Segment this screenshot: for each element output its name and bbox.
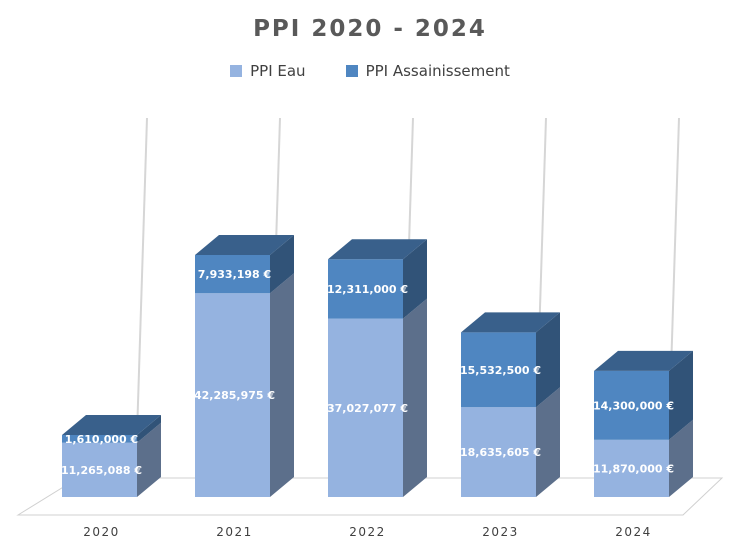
legend-swatch-eau	[230, 65, 243, 77]
bar-side-assainissement-2023	[536, 312, 560, 408]
bar-eau-2020	[62, 442, 137, 497]
ticks-layer: 2020 2021 2022 2023 2024	[83, 525, 652, 539]
data-label-eau-2022: 37,027,077 €	[327, 402, 408, 415]
bar-assainissement-2024	[594, 370, 669, 440]
bar-eau-2021	[195, 293, 270, 497]
bar-side-assainissement-2021	[270, 235, 294, 294]
bar-side-eau-2024	[669, 419, 693, 497]
chart-title: PPI 2020 - 2024	[253, 16, 487, 42]
bar-side-eau-2023	[536, 387, 560, 497]
bars-layer	[62, 235, 693, 497]
data-label-eau-2024: 11,870,000 €	[593, 462, 674, 475]
labels-layer: 11,265,088 € 1,610,000 € 42,285,975 € 7,933…	[61, 268, 674, 477]
bar-eau-2023	[461, 407, 536, 497]
bar-side-eau-2021	[270, 273, 294, 497]
chart-legend: PPI Eau PPI Assainissement	[0, 62, 740, 80]
bar-eau-2022	[328, 318, 403, 497]
bar-assainissement-2023	[461, 332, 536, 408]
data-label-assainissement-2024: 14,300,000 €	[593, 399, 674, 412]
data-label-eau-2023: 18,635,605 €	[460, 446, 541, 459]
bar-top-2024	[594, 350, 693, 371]
legend-item-eau[interactable]: PPI Eau	[230, 62, 306, 80]
data-label-assainissement-2023: 15,532,500 €	[460, 364, 541, 377]
data-label-eau-2021: 42,285,975 €	[194, 389, 275, 402]
bar-assainissement-2021	[195, 255, 270, 294]
data-label-eau-2020: 11,265,088 €	[61, 464, 142, 477]
tick-label-2023: 2023	[482, 525, 519, 539]
bar-top-2021	[195, 235, 294, 255]
data-label-assainissement-2022: 12,311,000 €	[327, 283, 408, 296]
tick-label-2024: 2024	[615, 525, 652, 539]
bar-eau-2024	[594, 439, 669, 497]
bar-side-assainissement-2024	[669, 350, 693, 440]
legend-label-eau: PPI Eau	[250, 62, 306, 80]
data-label-assainissement-2020: 1,610,000 €	[65, 433, 138, 446]
bar-side-assainissement-2022	[403, 239, 427, 319]
bar-assainissement-2020	[62, 434, 137, 443]
bar-assainissement-2022	[328, 259, 403, 319]
bar-side-eau-2022	[403, 298, 427, 497]
tick-label-2020: 2020	[83, 525, 120, 539]
bar-top-2022	[328, 239, 427, 260]
legend-item-assainissement[interactable]: PPI Assainissement	[345, 62, 510, 80]
bar-top-2023	[461, 312, 560, 333]
bar-side-assainissement-2020	[137, 414, 161, 443]
legend-swatch-assainissement	[345, 65, 358, 77]
bar-top-2020	[62, 414, 161, 435]
tick-label-2022: 2022	[349, 525, 386, 539]
data-label-assainissement-2021: 7,933,198 €	[198, 268, 271, 281]
tick-label-2021: 2021	[216, 525, 253, 539]
legend-label-assainissement: PPI Assainissement	[365, 62, 510, 80]
bar-side-eau-2020	[137, 422, 161, 497]
